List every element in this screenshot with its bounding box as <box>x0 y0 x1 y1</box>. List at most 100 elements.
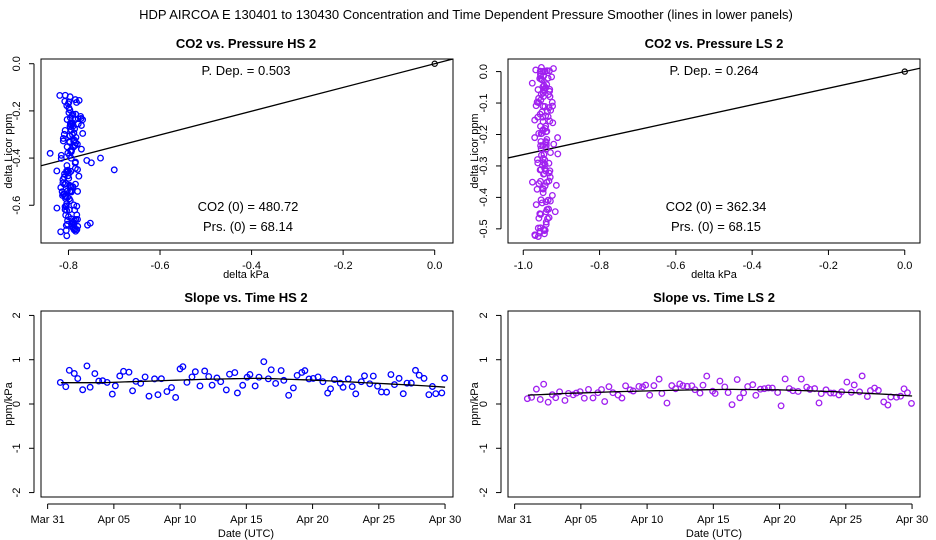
data-point <box>546 167 554 175</box>
data-point <box>59 179 67 187</box>
data-point <box>208 381 216 389</box>
data-point <box>542 138 550 146</box>
y-tick-label: 0 <box>478 401 490 407</box>
data-point <box>548 191 556 199</box>
panel-co2-vs-pressure-ls: CO2 vs. Pressure LS 2 -1.0 -0.8 -0.6 -0.4 -0… <box>469 36 921 281</box>
data-point <box>374 382 382 390</box>
data-point <box>125 368 133 376</box>
data-point <box>145 392 153 400</box>
data-point <box>83 362 91 370</box>
data-point <box>884 401 892 409</box>
data-point <box>696 389 704 397</box>
data-point <box>74 187 82 195</box>
data-point <box>540 170 547 178</box>
data-point <box>528 79 536 87</box>
data-point <box>679 382 687 390</box>
data-point <box>528 178 536 186</box>
data-point <box>425 391 433 399</box>
plot-frame <box>40 58 454 244</box>
x-tick-label: -0.4 <box>242 260 261 272</box>
x-tick-label: -0.8 <box>59 260 78 272</box>
data-point <box>61 203 69 211</box>
data-point <box>549 119 557 127</box>
data-point <box>683 382 691 390</box>
panel-title: Slope vs. Time HS 2 <box>184 290 307 305</box>
data-point <box>764 384 772 392</box>
data-point <box>539 118 547 126</box>
y-tick-label: -1 <box>11 443 23 453</box>
data-point <box>62 179 70 187</box>
data-point <box>642 381 650 389</box>
data-point <box>548 73 556 81</box>
data-point <box>191 368 199 376</box>
x-tick-label: Apr 20 <box>763 514 795 526</box>
data-point <box>73 211 81 219</box>
data-point <box>534 86 542 94</box>
data-point <box>908 399 915 407</box>
data-point <box>441 374 449 382</box>
data-point <box>71 141 79 149</box>
data-point <box>589 394 597 402</box>
data-point <box>285 391 293 399</box>
data-point <box>84 221 91 229</box>
data-point <box>205 373 213 380</box>
plot-area <box>56 358 449 401</box>
reference-point <box>431 60 438 67</box>
x-tick-label: Apr 25 <box>830 514 862 526</box>
panel-title: Slope vs. Time LS 2 <box>653 290 775 305</box>
y-tick-label: 0 <box>11 401 23 407</box>
data-point <box>327 385 334 393</box>
data-point <box>70 201 78 209</box>
data-point <box>850 381 858 389</box>
data-point <box>62 211 70 219</box>
data-point <box>59 137 67 145</box>
figure-title: HDP AIRCOA E 130401 to 130430 Concentrat… <box>139 7 793 22</box>
data-point <box>293 371 301 379</box>
y-tick-label: -0.1 <box>478 94 490 113</box>
data-point <box>532 201 540 209</box>
y-tick-label: 2 <box>478 312 490 318</box>
data-point <box>635 382 643 390</box>
data-point <box>549 102 557 110</box>
data-point <box>97 154 104 162</box>
data-point <box>407 379 415 387</box>
data-point <box>213 374 221 382</box>
plot-area <box>508 64 920 240</box>
x-tick-label: Apr 15 <box>697 514 729 526</box>
data-point <box>387 371 395 378</box>
data-point <box>53 167 61 175</box>
data-point <box>554 134 562 142</box>
data-point <box>141 373 149 381</box>
data-point <box>542 220 550 228</box>
data-point <box>547 149 554 157</box>
data-point <box>545 104 553 112</box>
data-point <box>605 383 613 391</box>
data-point <box>752 391 760 399</box>
y-tick-label: -2 <box>11 488 23 498</box>
data-point <box>79 386 87 394</box>
data-point <box>231 369 239 377</box>
data-point <box>733 376 741 383</box>
data-point <box>900 385 908 393</box>
x-tick-label: Apr 05 <box>98 514 130 526</box>
y-axis-label: ppm/kPa <box>3 381 15 425</box>
pdep-annotation: P. Dep. = 0.264 <box>669 63 758 78</box>
data-point <box>57 155 65 162</box>
data-point <box>536 210 544 218</box>
data-point <box>622 382 630 390</box>
data-point <box>61 126 69 134</box>
data-point <box>63 232 71 240</box>
data-point <box>420 374 428 382</box>
data-point <box>843 378 851 386</box>
x-tick-label: -0.2 <box>819 260 838 272</box>
y-tick-label: -0.2 <box>478 125 490 144</box>
data-point <box>163 388 171 395</box>
data-point <box>71 225 79 233</box>
data-point <box>541 161 549 168</box>
data-point <box>545 67 553 75</box>
data-point <box>60 180 68 188</box>
data-point <box>544 74 552 82</box>
data-marks <box>41 59 453 240</box>
data-point <box>70 137 78 145</box>
data-point <box>179 363 187 371</box>
